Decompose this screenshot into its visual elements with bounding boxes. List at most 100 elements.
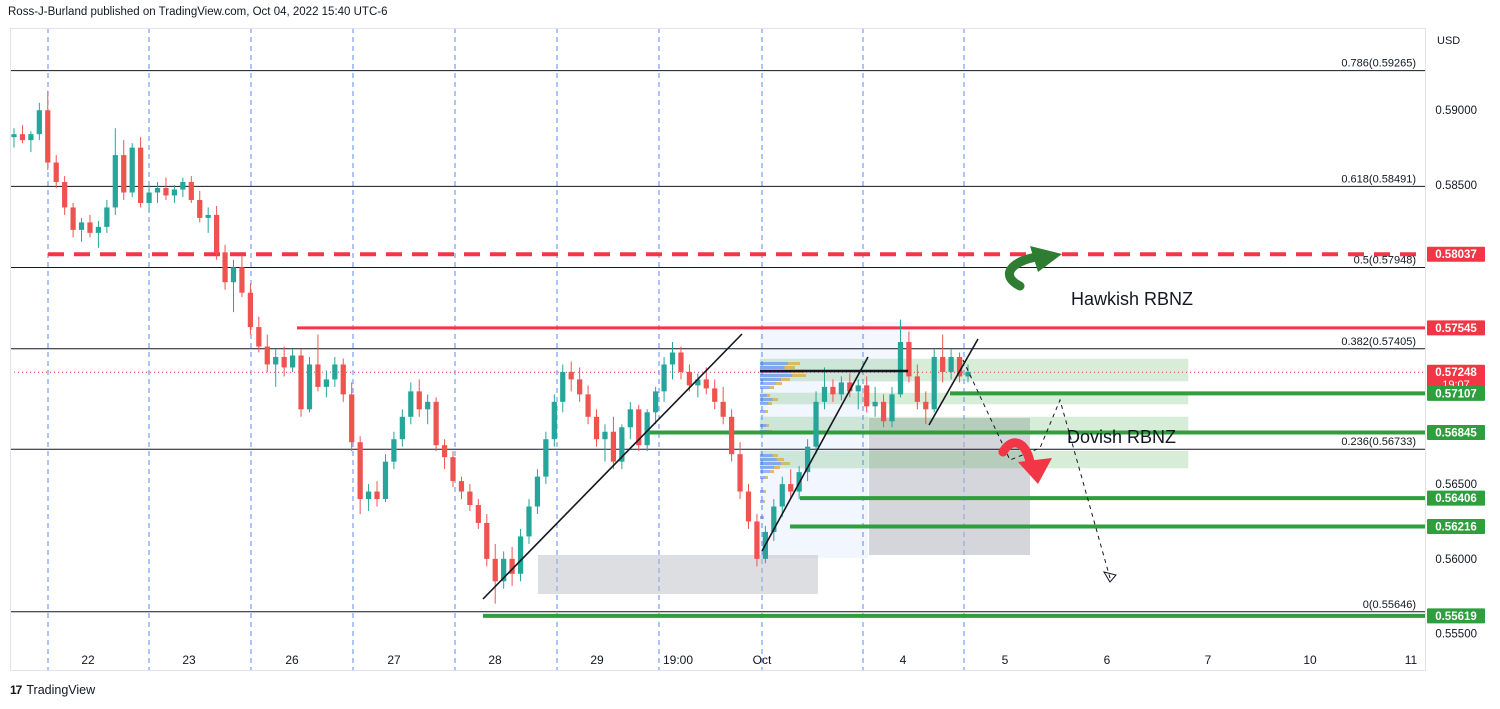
y-tick-label: 0.56000 bbox=[1435, 554, 1477, 566]
target-zone-rect bbox=[869, 418, 1030, 555]
candle-body bbox=[154, 188, 161, 193]
annotation-label: Hawkish RBNZ bbox=[1071, 289, 1193, 309]
hawkish-arrowhead-icon bbox=[1030, 246, 1062, 272]
candle-body bbox=[374, 491, 380, 500]
candle-body bbox=[298, 355, 304, 410]
candle-body bbox=[669, 352, 676, 365]
volume-profile-bar bbox=[760, 462, 790, 465]
candle-body bbox=[239, 267, 245, 293]
y-tick-label: 0.55500 bbox=[1435, 629, 1477, 641]
candle-body bbox=[62, 182, 68, 208]
candle-body bbox=[661, 364, 667, 392]
candle-body bbox=[534, 476, 541, 507]
price-tag-label: 0.57107 bbox=[1435, 388, 1477, 400]
candle-body bbox=[678, 352, 684, 372]
hawkish-arrow-icon bbox=[1005, 252, 1041, 291]
fib-level-label: 0.236(0.56733) bbox=[1341, 436, 1416, 448]
candle-body bbox=[45, 110, 51, 163]
x-tick-label: 6 bbox=[1104, 653, 1111, 667]
tradingview-logo-icon: 17 bbox=[10, 683, 22, 697]
candle-body bbox=[948, 356, 954, 372]
price-tag bbox=[1427, 320, 1485, 336]
candle-body bbox=[340, 364, 346, 395]
dovish-arrowhead-icon bbox=[1018, 458, 1052, 484]
candle-body bbox=[425, 401, 431, 410]
candle-body bbox=[197, 199, 203, 218]
candle-body bbox=[332, 364, 338, 380]
x-tick-label: 7 bbox=[1205, 653, 1212, 667]
candle-body bbox=[87, 222, 93, 233]
candle-body bbox=[568, 371, 574, 380]
candle-body bbox=[838, 382, 844, 395]
candle-body bbox=[754, 521, 760, 559]
volume-profile-bar bbox=[772, 398, 778, 401]
candle-body bbox=[695, 379, 701, 386]
candle-body bbox=[78, 222, 85, 230]
candle-body bbox=[585, 394, 591, 417]
candle-body bbox=[627, 409, 633, 428]
volume-profile-bar bbox=[760, 490, 766, 493]
candle-body bbox=[129, 147, 135, 193]
candle-body bbox=[289, 355, 296, 368]
x-tick-label: 10 bbox=[1303, 653, 1317, 667]
volume-profile-bar bbox=[781, 378, 790, 381]
candle-body bbox=[813, 401, 819, 447]
x-tick-label: 29 bbox=[590, 653, 604, 667]
volume-profile-bar bbox=[760, 382, 782, 385]
candle-body bbox=[703, 379, 709, 389]
candle-body bbox=[408, 391, 414, 417]
volume-profile-bar bbox=[760, 394, 770, 397]
x-tick-label: 19:00 bbox=[663, 653, 693, 667]
volume-profile-bar bbox=[760, 366, 795, 369]
price-tag-label: 0.55619 bbox=[1435, 611, 1477, 623]
candle-body bbox=[433, 401, 439, 446]
candle-body bbox=[771, 506, 777, 532]
candle-body bbox=[551, 401, 557, 440]
price-tag-label: 0.56406 bbox=[1435, 493, 1477, 505]
x-tick-label: 4 bbox=[900, 653, 907, 667]
volume-profile-bar bbox=[760, 500, 765, 503]
price-tag-label: 0.57545 bbox=[1435, 323, 1477, 335]
candle-body bbox=[956, 356, 963, 377]
candle-body bbox=[391, 439, 397, 462]
candle-body bbox=[788, 484, 794, 492]
volume-profile-bar bbox=[760, 424, 769, 427]
candle-body bbox=[543, 439, 549, 477]
x-tick-label: 22 bbox=[81, 653, 95, 667]
price-tag bbox=[1427, 519, 1485, 535]
candle-body bbox=[517, 536, 524, 574]
candle-body bbox=[11, 134, 17, 138]
candle-body bbox=[897, 342, 904, 395]
volume-profile-bar bbox=[760, 410, 768, 413]
annotation-label: Dovish RBNZ bbox=[1067, 427, 1176, 447]
candle-body bbox=[864, 385, 870, 407]
volume-profile-bar bbox=[762, 516, 764, 519]
volume-profile-bar bbox=[765, 476, 768, 479]
volume-profile-bar bbox=[760, 470, 774, 473]
candle-body bbox=[560, 371, 566, 402]
candle-body bbox=[636, 409, 642, 446]
trendline bbox=[482, 333, 743, 600]
volume-profile-bar bbox=[769, 470, 774, 473]
candle-body bbox=[36, 110, 42, 135]
candle-body bbox=[416, 391, 422, 410]
volume-profile-bar bbox=[769, 386, 774, 389]
candle-body bbox=[180, 182, 186, 190]
publish-header: Ross-J-Burland published on TradingView.… bbox=[8, 6, 388, 18]
volume-profile-bar bbox=[760, 466, 780, 469]
footer: 17 TradingView bbox=[10, 683, 95, 697]
volume-profile-bar bbox=[760, 402, 772, 405]
x-tick-label: Oct bbox=[753, 653, 772, 667]
candle-body bbox=[593, 416, 600, 440]
candle-body bbox=[214, 214, 220, 253]
candle-body bbox=[112, 155, 118, 208]
candle-body bbox=[104, 207, 110, 227]
candle-body bbox=[712, 388, 718, 402]
price-tag bbox=[1427, 246, 1485, 262]
candle-body bbox=[914, 376, 920, 402]
candle-body bbox=[492, 558, 498, 582]
price-tag-label: 0.58037 bbox=[1435, 249, 1477, 261]
candle-body bbox=[28, 134, 34, 141]
candle-body bbox=[501, 558, 507, 582]
